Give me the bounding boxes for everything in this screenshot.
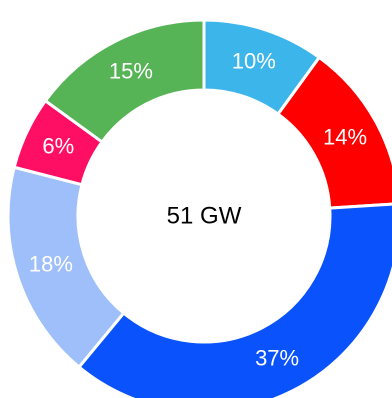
slice-label-4: 6% — [42, 133, 74, 158]
slices-group — [6, 18, 392, 398]
slice-label-1: 14% — [323, 124, 367, 149]
slice-label-2: 37% — [255, 345, 299, 370]
slice-label-5: 15% — [109, 58, 153, 83]
slice-1 — [275, 55, 392, 210]
center-label: 51 GW — [167, 202, 242, 229]
slice-2 — [76, 202, 392, 398]
slice-labels-group: 10% 14% 37% 18% 6% 15% — [29, 49, 367, 371]
slice-label-3: 18% — [29, 252, 73, 277]
slice-5 — [43, 18, 206, 145]
slice-label-0: 10% — [232, 49, 276, 74]
